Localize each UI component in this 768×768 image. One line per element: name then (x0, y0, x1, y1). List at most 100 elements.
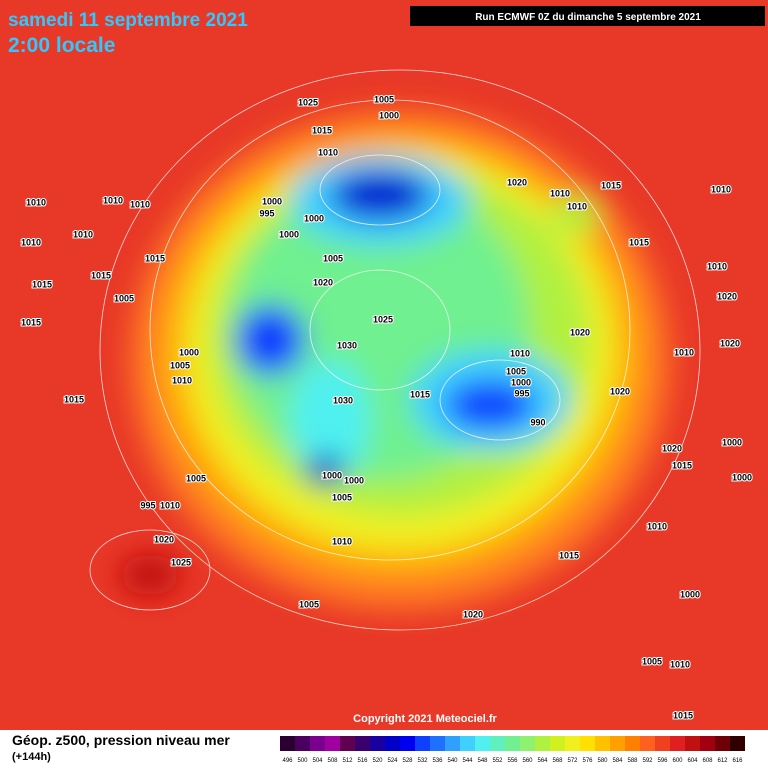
colorbar-label: 608 (702, 758, 713, 764)
isobar-label: 995 (259, 208, 274, 218)
isobar-label: 1010 (707, 261, 727, 271)
colorbar-label: 616 (732, 758, 743, 764)
colorbar-label: 564 (537, 758, 548, 764)
colorbar-label: 612 (717, 758, 728, 764)
isobar-label: 995 (140, 500, 155, 510)
isobars (89, 69, 701, 631)
isobar-label: 1015 (673, 710, 693, 720)
isobar-label: 1000 (179, 347, 199, 357)
isobar-label: 1010 (711, 184, 731, 194)
isobar-label: 1000 (322, 470, 342, 480)
colorbar-label: 604 (687, 758, 698, 764)
height-field (120, 110, 670, 610)
isobar-label: 1010 (160, 500, 180, 510)
colorbar-label: 544 (462, 758, 473, 764)
isobar-label: 1010 (647, 521, 667, 531)
colorbar-swatch (295, 736, 310, 751)
colorbar-swatch (475, 736, 490, 751)
isobar-label: 1010 (332, 536, 352, 546)
isobar-label: 1000 (722, 437, 742, 447)
colorbar-label: 584 (612, 758, 623, 764)
colorbar-label: 592 (642, 758, 653, 764)
isobar-label: 1000 (511, 377, 531, 387)
colorbar-label: 496 (282, 758, 293, 764)
isobar-label: 990 (530, 417, 545, 427)
colorbar-label: 528 (402, 758, 413, 764)
colorbar-swatch (310, 736, 325, 751)
isobar-label: 1015 (601, 180, 621, 190)
colorbar-swatch (535, 736, 550, 751)
colorbar-swatch (730, 736, 745, 751)
isobar-label: 1005 (374, 94, 394, 104)
run-box (410, 6, 765, 26)
colorbar-swatch (625, 736, 640, 751)
isobar-label: 1005 (170, 360, 190, 370)
isobar-label: 995 (514, 388, 529, 398)
colorbar-swatch (370, 736, 385, 751)
colorbar-label: 560 (522, 758, 533, 764)
colorbar-swatch (670, 736, 685, 751)
isobar-label: 1015 (91, 270, 111, 280)
colorbar-swatch (415, 736, 430, 751)
isobar-label: 1000 (379, 110, 399, 120)
colorbar-swatch (280, 736, 295, 751)
colorbar-swatch (490, 736, 505, 751)
colorbar-swatch (700, 736, 715, 751)
isobar-label: 1010 (73, 229, 93, 239)
isobar-label: 1015 (64, 394, 84, 404)
isobar-label: 1030 (337, 340, 357, 350)
colorbar-label: 552 (492, 758, 503, 764)
isobar-label: 1020 (662, 443, 682, 453)
colorbar-swatch (355, 736, 370, 751)
legend-lead: (+144h) (12, 751, 51, 763)
forecast-time: 2:00 locale (8, 34, 115, 57)
colorbar-swatch (640, 736, 655, 751)
colorbar-label: 512 (342, 758, 353, 764)
colorbar-swatch (385, 736, 400, 751)
isobar-label: 1020 (507, 177, 527, 187)
run-info: Run ECMWF 0Z du dimanche 5 septembre 202… (475, 12, 701, 23)
isobar-label: 1000 (732, 472, 752, 482)
isobar-label: 1025 (171, 557, 191, 567)
isobar-label: 1030 (333, 395, 353, 405)
isobar-label: 1005 (323, 253, 343, 263)
isobar-label: 1005 (299, 599, 319, 609)
colorbar-label: 500 (297, 758, 308, 764)
colorbar-swatch (430, 736, 445, 751)
isobar-label: 1025 (298, 97, 318, 107)
isobar-label: 1010 (21, 237, 41, 247)
colorbar-label: 540 (447, 758, 458, 764)
colorbar-swatch (340, 736, 355, 751)
colorbar-label: 516 (357, 758, 368, 764)
colorbar-label: 508 (327, 758, 338, 764)
isobar-label: 1000 (304, 213, 324, 223)
isobar-label: 1010 (550, 188, 570, 198)
isobar-label: 1015 (672, 460, 692, 470)
colorbar-label: 548 (477, 758, 488, 764)
isobar-label: 1020 (610, 386, 630, 396)
isobar-label: 1015 (145, 253, 165, 263)
colorbar-label: 568 (552, 758, 563, 764)
colorbar-label: 520 (372, 758, 383, 764)
copyright: Copyright 2021 Meteociel.fr (353, 713, 497, 725)
colorbar-swatch (520, 736, 535, 751)
colorbar-swatch (400, 736, 415, 751)
colorbar-label: 580 (597, 758, 608, 764)
isobar-label: 1025 (373, 314, 393, 324)
isobar-label: 1015 (559, 550, 579, 560)
colorbar: 496 500 504 508 512 516 520 524 528 532 536 540 544 5… (280, 736, 745, 764)
isobar-label: 1020 (313, 277, 333, 287)
forecast-date: samedi 11 septembre 2021 (8, 10, 248, 31)
isobar-label: 1020 (717, 291, 737, 301)
colorbar-swatch (715, 736, 730, 751)
colorbar-swatch (445, 736, 460, 751)
colorbar-label: 600 (672, 758, 683, 764)
isobar-label: 1020 (154, 534, 174, 544)
colorbar-label: 572 (567, 758, 578, 764)
colorbar-label: 532 (417, 758, 428, 764)
colorbar-swatch (610, 736, 625, 751)
isobar-label: 1015 (629, 237, 649, 247)
colorbar-swatch (565, 736, 580, 751)
